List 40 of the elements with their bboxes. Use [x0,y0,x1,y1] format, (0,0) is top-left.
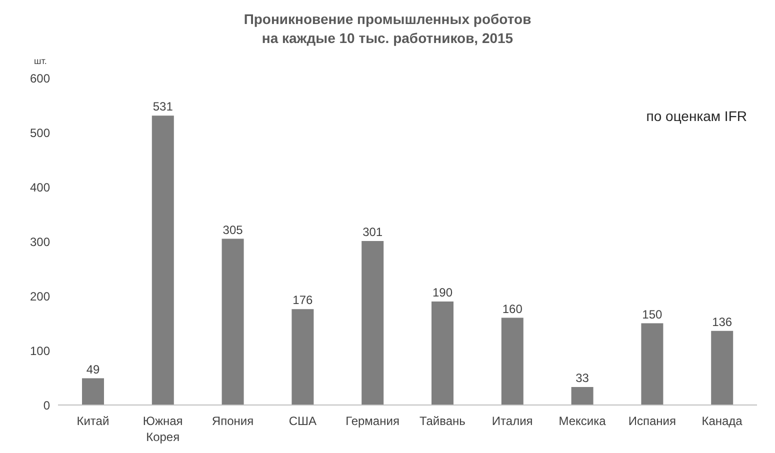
y-tick-label: 400 [30,180,50,194]
y-tick-label: 600 [30,71,50,86]
y-tick-label: 0 [43,398,50,412]
data-label: 150 [642,307,663,322]
bar [571,387,594,405]
bar [222,238,244,405]
x-tick-label: Япония [212,414,254,428]
bar [501,318,524,405]
data-label: 33 [576,371,590,386]
x-tick-label: Канада [702,414,743,428]
chart-title: Проникновение промышленных роботов на каждые 10 тыс. работников, 2015 [242,10,532,48]
x-tick-label: Испания [628,414,676,428]
x-tick-label: Тайвань [419,414,466,428]
annotation: по оценкам IFR [646,108,747,124]
bar [432,301,454,405]
x-tick-label: США [288,414,316,428]
x-tick-label: Италия [492,414,533,428]
data-label: 301 [362,224,383,239]
y-axis-title: шт. [34,56,47,66]
y-tick-label: 300 [30,234,50,249]
data-label: 160 [502,302,523,316]
x-tick-label: Южная Корея [142,414,183,444]
y-tick-label: 500 [30,126,50,140]
bar [152,116,174,405]
bar [362,240,384,405]
x-tick-label: Китай [76,414,110,428]
data-label: 136 [712,314,732,329]
bar [292,309,314,405]
y-tick-label: 200 [30,289,50,304]
x-tick-label: Мексика [558,414,606,428]
bar [82,378,104,405]
data-label: 49 [86,362,100,376]
data-label: 190 [432,285,453,300]
data-label: 176 [292,293,314,308]
bar [641,323,664,405]
data-label: 531 [152,100,174,114]
data-label: 305 [222,222,244,237]
y-tick-label: 100 [30,344,50,358]
bar [711,330,734,405]
x-tick-label: Германия [346,414,400,428]
